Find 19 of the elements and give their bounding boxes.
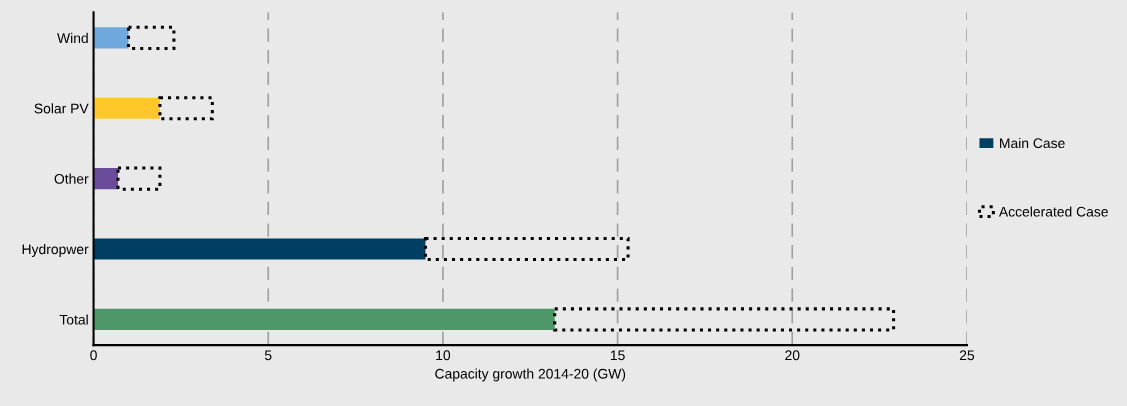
bar xyxy=(93,97,160,119)
x-tick-label: 10 xyxy=(436,350,451,361)
y-tick-label: Total xyxy=(59,314,88,325)
x-tick-label: 15 xyxy=(610,350,625,361)
x-tick-label: 25 xyxy=(959,350,975,361)
y-tick-label: Wind xyxy=(57,32,88,44)
y-tick-label: Solar PV xyxy=(34,103,89,114)
x-tick-label: 0 xyxy=(90,350,97,361)
bar xyxy=(93,168,118,190)
x-axis-title: Capacity growth 2014-20 (GW) xyxy=(435,368,626,382)
x-tick-label: 5 xyxy=(264,350,272,361)
y-tick-label: Other xyxy=(54,173,89,184)
legend-label: Main Case xyxy=(1000,137,1065,149)
x-tick-label: 20 xyxy=(785,350,800,361)
y-tick-label: Hydropwer xyxy=(22,243,89,257)
legend-label: Accelerated Case xyxy=(998,206,1108,217)
bar xyxy=(93,308,555,330)
bar xyxy=(93,238,426,260)
bar xyxy=(93,27,129,49)
